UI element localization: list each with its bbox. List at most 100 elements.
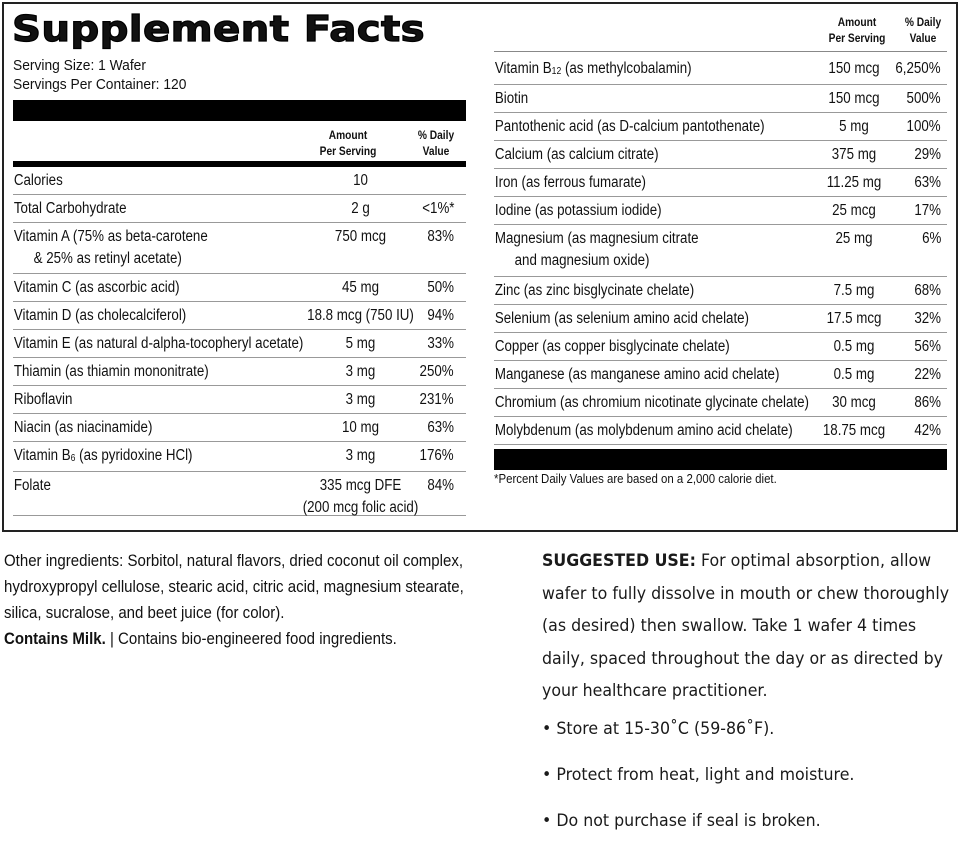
nutrient-row: Calories 10 (13, 167, 466, 195)
percent-daily-value: 63% (914, 174, 941, 191)
nutrient-row: Vitamin B6 (as pyridoxine HCl) 3 mg 176% (13, 442, 466, 472)
percent-daily-value: 63% (427, 419, 454, 436)
nutrient-name: Manganese (as manganese amino acid chela… (494, 366, 780, 383)
header-rule-right (494, 51, 947, 52)
nutrient-name: Niacin (as niacinamide) (13, 419, 153, 436)
nutrient-row: Biotin 150 mcg 500% (494, 85, 947, 113)
percent-daily-value: 176% (419, 447, 454, 464)
nutrient-name: Iron (as ferrous fumarate) (494, 174, 646, 191)
percent-daily-value: 500% (906, 90, 941, 107)
panel-title: Supplement Facts (11, 8, 425, 50)
nutrient-name: Calories (13, 172, 63, 189)
amount-per-serving: 0.5 mg (833, 366, 875, 383)
amount-per-serving: 2 g (351, 200, 370, 217)
amount-per-serving: 30 mcg (832, 394, 876, 411)
percent-daily-value: 29% (914, 146, 941, 163)
storage-bullets: • Store at 15-30˚C (59-86˚F). • Protect … (542, 713, 854, 851)
dv-header-right: % Daily Value (898, 14, 949, 46)
amount-per-serving: 375 mg (831, 146, 877, 163)
dv-header-left: % Daily Value (411, 127, 462, 159)
nutrient-row: Zinc (as zinc bisglycinate chelate) 7.5 m… (494, 277, 947, 305)
nutrient-row: Iron (as ferrous fumarate) 11.25 mg 63% (494, 169, 947, 197)
other-ingredients: Other ingredients: Sorbitol, natural fla… (4, 548, 464, 652)
amount-per-serving: 3 mg (345, 391, 376, 408)
nutrient-row: Folate 335 mcg DFE (200 mcg folic acid) 84% (13, 472, 466, 516)
nutrient-row: Chromium (as chromium nicotinate glycina… (494, 389, 947, 417)
amount-header-line2: Per Serving (319, 144, 377, 158)
bullet-seal: • Do not purchase if seal is broken. (542, 811, 821, 831)
nutrient-row: Total Carbohydrate 2 g <1%* (13, 195, 466, 223)
nutrient-name: Vitamin C (as ascorbic acid) (13, 279, 180, 296)
amount-per-serving-detail: (200 mcg folic acid) (302, 499, 419, 516)
amount-per-serving: 335 mcg DFE (319, 477, 402, 494)
nutrient-name: Vitamin A (75% as beta-carotene (13, 228, 208, 245)
nutrient-row: Vitamin B12 (as methylcobalamin) 150 mcg 6… (494, 55, 947, 85)
nutrient-row: Selenium (as selenium amino acid chelate… (494, 305, 947, 333)
amount-per-serving: 18.8 mcg (750 IU) (307, 307, 414, 324)
nutrient-row: Magnesium (as magnesium citrate and magne… (494, 225, 947, 277)
percent-daily-value: <1%* (421, 200, 454, 217)
nutrient-row: Manganese (as manganese amino acid chela… (494, 361, 947, 389)
percent-daily-value: 22% (914, 366, 941, 383)
nutrient-name: Riboflavin (13, 391, 73, 408)
nutrient-name: Thiamin (as thiamin mononitrate) (13, 363, 209, 380)
amount-per-serving: 3 mg (345, 447, 376, 464)
nutrient-row: Vitamin C (as ascorbic acid) 45 mg 50% (13, 274, 466, 302)
percent-daily-value: 50% (427, 279, 454, 296)
percent-daily-value: 84% (427, 477, 454, 494)
nutrient-name: Total Carbohydrate (13, 200, 127, 217)
bullet-store-temp: • Store at 15-30˚C (59-86˚F). (542, 719, 775, 739)
nutrient-name: Vitamin B12 (as methylcobalamin) (494, 60, 692, 77)
daily-value-footnote: *Percent Daily Values are based on a 2,0… (494, 471, 777, 486)
amount-per-serving: 150 mcg (828, 60, 880, 77)
amount-per-serving: 45 mg (341, 279, 380, 296)
nutrient-row: Calcium (as calcium citrate) 375 mg 29% (494, 141, 947, 169)
allergen-bold: Contains Milk. (4, 630, 106, 648)
amount-per-serving: 7.5 mg (833, 282, 875, 299)
percent-daily-value: 100% (906, 118, 941, 135)
nutrient-row: Riboflavin 3 mg 231% (13, 386, 466, 414)
nutrient-name: Iodine (as potassium iodide) (494, 202, 662, 219)
amount-header-left: Amount Per Serving (314, 127, 382, 159)
percent-daily-value: 231% (419, 391, 454, 408)
nutrient-name: Copper (as copper bisglycinate chelate) (494, 338, 730, 355)
nutrient-row: Molybdenum (as molybdenum amino acid che… (494, 417, 947, 445)
header-rule-left (13, 161, 466, 167)
amount-per-serving: 10 (353, 172, 368, 189)
nutrient-name: Vitamin E (as natural d-alpha-tocopheryl… (13, 335, 304, 352)
suggested-use: SUGGESTED USE: For optimal absorption, a… (542, 545, 949, 708)
nutrient-name: Zinc (as zinc bisglycinate chelate) (494, 282, 695, 299)
percent-daily-value: 56% (914, 338, 941, 355)
suggested-use-text: For optimal absorption, allow wafer to f… (542, 551, 950, 701)
nutrient-name: Magnesium (as magnesium citrate (494, 230, 699, 247)
amount-per-serving: 25 mcg (832, 202, 876, 219)
footer-bar-right (494, 449, 947, 470)
amount-header-line1: Amount (328, 128, 368, 142)
nutrient-table-right: Vitamin B12 (as methylcobalamin) 150 mcg 6… (494, 55, 947, 445)
amount-header-line1: Amount (837, 15, 877, 29)
percent-daily-value: 33% (427, 335, 454, 352)
nutrient-row: Iodine (as potassium iodide) 25 mcg 17% (494, 197, 947, 225)
dv-header-line1: % Daily (904, 15, 942, 29)
nutrient-name: Pantothenic acid (as D-calcium pantothen… (494, 118, 765, 135)
amount-per-serving: 5 mg (839, 118, 869, 135)
amount-header-right: Amount Per Serving (823, 14, 891, 46)
nutrient-name-continued: & 25% as retinyl acetate) (33, 250, 182, 267)
nutrient-row: Vitamin E (as natural d-alpha-tocopheryl… (13, 330, 466, 358)
percent-daily-value: 17% (914, 202, 941, 219)
amount-per-serving: 3 mg (345, 363, 376, 380)
percent-daily-value: 32% (914, 310, 941, 327)
percent-daily-value: 250% (419, 363, 454, 380)
amount-per-serving: 150 mcg (828, 90, 880, 107)
amount-per-serving: 25 mg (835, 230, 873, 247)
dv-header-line2: Value (909, 31, 937, 45)
nutrient-row: Thiamin (as thiamin mononitrate) 3 mg 250% (13, 358, 466, 386)
nutrient-row: Vitamin D (as cholecalciferol) 18.8 mcg (… (13, 302, 466, 330)
amount-per-serving: 18.75 mcg (822, 422, 886, 439)
allergen-rest: | Contains bio-engineered food ingredien… (105, 630, 397, 648)
serving-info: Serving Size: 1 Wafer Servings Per Conta… (13, 56, 186, 94)
amount-per-serving: 17.5 mcg (826, 310, 882, 327)
dv-header-line2: Value (422, 144, 450, 158)
amount-per-serving: 0.5 mg (833, 338, 875, 355)
allergen-statement: Contains Milk. | Contains bio-engineered… (4, 626, 486, 652)
